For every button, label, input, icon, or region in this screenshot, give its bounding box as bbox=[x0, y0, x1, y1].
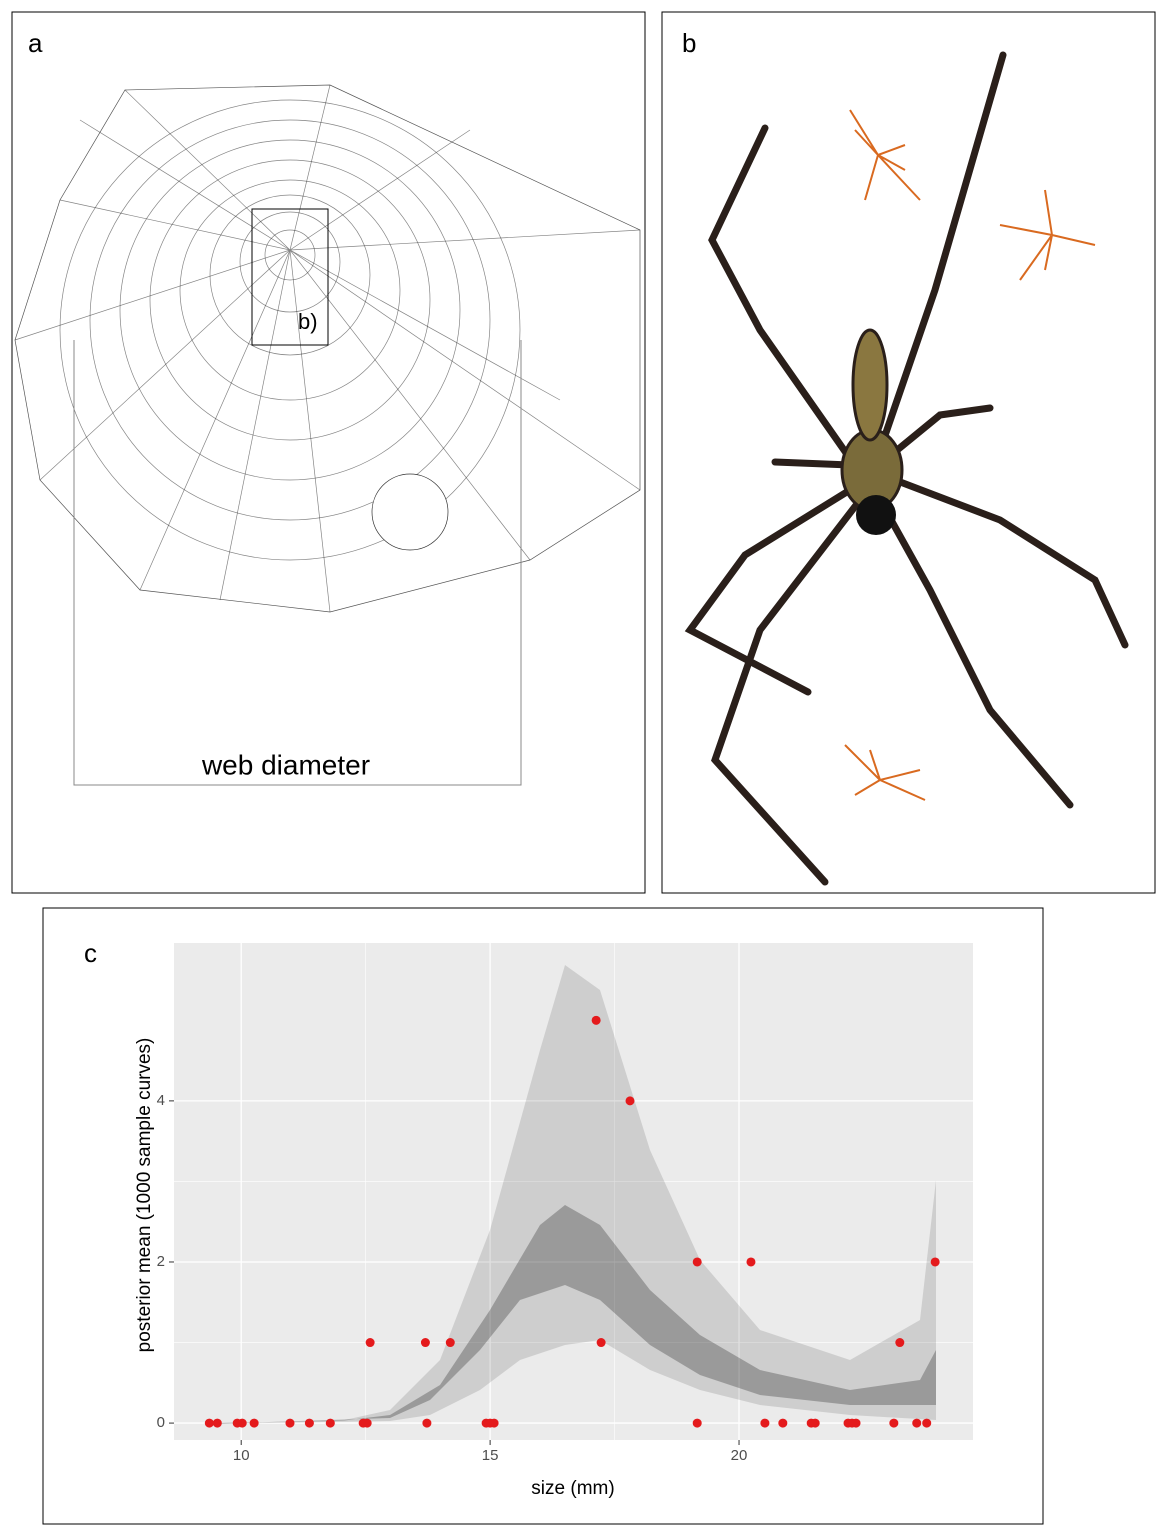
point bbox=[420, 1338, 430, 1348]
panel-label: a bbox=[28, 28, 43, 58]
point bbox=[889, 1418, 899, 1428]
x-axis-title: size (mm) bbox=[531, 1478, 614, 1499]
curve-core bbox=[209, 1205, 936, 1424]
panel-label: b bbox=[682, 28, 696, 58]
point bbox=[851, 1418, 861, 1428]
point bbox=[489, 1418, 499, 1428]
inset-label: b) bbox=[298, 309, 318, 334]
y-tick-label: 4 bbox=[157, 1092, 165, 1109]
point bbox=[922, 1418, 932, 1428]
spider-illustration bbox=[684, 51, 1129, 886]
point bbox=[237, 1418, 247, 1428]
y-axis-title: posterior mean (1000 sample curves) bbox=[134, 1038, 155, 1353]
point bbox=[692, 1418, 702, 1428]
x-tick-label: 10 bbox=[233, 1447, 250, 1464]
point bbox=[912, 1418, 922, 1428]
point bbox=[625, 1096, 635, 1106]
panel-label: c bbox=[84, 938, 97, 968]
point bbox=[445, 1338, 455, 1348]
point bbox=[746, 1257, 756, 1267]
web-drawing bbox=[14, 84, 641, 613]
panel-a-frame bbox=[11, 11, 646, 894]
caption: web diameter bbox=[201, 749, 370, 780]
diameter-box bbox=[73, 340, 522, 786]
point bbox=[304, 1418, 314, 1428]
point bbox=[422, 1418, 432, 1428]
point bbox=[212, 1418, 222, 1428]
point bbox=[365, 1338, 375, 1348]
point bbox=[591, 1015, 601, 1025]
point bbox=[249, 1418, 259, 1428]
point bbox=[778, 1418, 788, 1428]
inset-box bbox=[251, 208, 329, 346]
point bbox=[692, 1257, 702, 1267]
y-tick-label: 2 bbox=[157, 1253, 165, 1270]
plot-background bbox=[174, 943, 973, 1440]
point bbox=[285, 1418, 295, 1428]
point bbox=[325, 1418, 335, 1428]
point bbox=[895, 1338, 905, 1348]
small-spiders bbox=[844, 109, 1096, 801]
point bbox=[204, 1418, 214, 1428]
point bbox=[810, 1418, 820, 1428]
point bbox=[362, 1418, 372, 1428]
x-tick-label: 20 bbox=[731, 1447, 748, 1464]
x-tick-label: 15 bbox=[482, 1447, 499, 1464]
panel-b-frame bbox=[661, 11, 1156, 894]
curve-envelope bbox=[209, 965, 936, 1424]
point bbox=[760, 1418, 770, 1428]
y-tick-label: 0 bbox=[157, 1414, 165, 1431]
point bbox=[930, 1257, 940, 1267]
point bbox=[596, 1338, 606, 1348]
